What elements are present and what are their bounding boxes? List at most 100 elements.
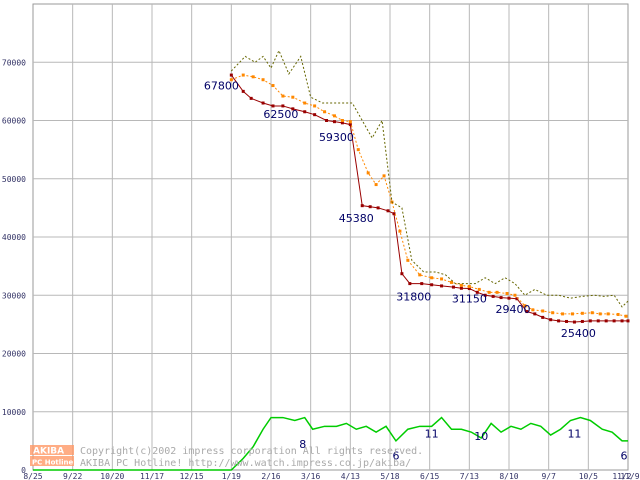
series-point-1 [271,84,275,88]
y-tick-label: 40000 [2,233,26,242]
series-point-0 [459,286,463,290]
series-point-0 [549,318,553,322]
series-point-0 [451,285,455,289]
series-point-0 [368,205,372,209]
y-tick-label: 60000 [2,117,26,126]
y-tick-label: 20000 [2,350,26,359]
series-point-0 [604,319,608,323]
series-point-0 [249,96,253,100]
series-point-0 [572,320,576,324]
series-point-1 [459,283,463,287]
data-labels: 67800 62500 59300 45380 31800 31150 29400 25400… [204,80,628,463]
series-point-0 [626,319,630,323]
series-point-0 [507,296,511,300]
series-point-0 [229,73,233,77]
data-label: 62500 [263,108,298,121]
series-point-1 [229,78,233,82]
series-point-1 [598,312,602,316]
series-point-0 [515,297,519,301]
series-point-1 [303,101,307,105]
series-point-0 [291,107,295,111]
series-point-1 [406,258,410,262]
series-point-1 [382,174,386,178]
series-point-1 [348,120,352,124]
x-tick-label: 11/17 [140,472,164,480]
series-point-0 [241,89,245,93]
x-tick-label: 11/2 [612,472,631,480]
series-point-1 [487,290,491,294]
series-point-0 [376,206,380,210]
data-label: 29400 [495,303,530,316]
data-label: 31800 [396,290,431,303]
data-label: 31150 [452,293,487,306]
series-point-1 [398,229,402,233]
x-axis-ticks: 8/25 9/22 10/20 11/17 12/15 1/19 2/16 3/16 4/13 5… [23,472,639,480]
series-point-0 [491,294,495,298]
x-tick-label: 7/13 [460,472,479,480]
series-point-0 [580,319,584,323]
grid [32,3,629,471]
series-point-1 [467,285,471,289]
y-tick-label: 10000 [2,408,26,417]
series-point-0 [348,123,352,127]
x-tick-label: 10/20 [100,472,124,480]
series-point-0 [430,283,434,287]
y-tick-label: 70000 [2,58,26,67]
series-point-1 [251,75,255,79]
series-point-1 [531,308,535,312]
x-tick-label: 5/18 [380,472,399,480]
x-tick-label: 3/16 [301,472,320,480]
x-tick-label: 8/10 [499,472,518,480]
series-point-0 [440,284,444,288]
series-point-1 [418,273,422,277]
watermark-logo: AKIBA PC Hotline! [30,445,76,467]
series-point-0 [360,204,364,208]
series-point-0 [281,104,285,108]
series-point-1 [241,73,245,77]
series-point-1 [513,293,517,297]
series-point-0 [533,312,537,316]
series-point-0 [565,319,569,323]
series-point-0 [340,121,344,125]
series-point-1 [281,94,285,98]
data-label: 11 [567,427,581,440]
series-point-0 [483,293,487,297]
logo-top-text: AKIBA [33,447,64,457]
series-point-1 [340,119,344,122]
series-point-0 [313,113,317,117]
series-point-1 [356,148,360,152]
series-point-1 [580,311,584,315]
x-tick-label: 6/15 [420,472,439,480]
series-point-1 [313,104,317,108]
x-tick-label: 1/19 [222,472,241,480]
series-point-0 [420,282,424,286]
series-point-0 [408,282,412,286]
series-point-0 [612,319,616,323]
series-point-1 [624,314,628,318]
series-point-1 [505,292,509,296]
series-point-1 [332,114,336,118]
data-label: 11 [425,427,439,440]
x-tick-label: 4/13 [341,472,360,480]
data-label: 45380 [339,212,374,225]
series-point-1 [323,110,327,114]
series-point-0 [596,319,600,323]
url-text: AKIBA PC Hotline! http://www.watch.impre… [80,458,411,469]
series-point-1 [495,290,499,294]
y-tick-label: 50000 [2,175,26,184]
series-point-0 [303,110,307,114]
data-label: 67800 [204,80,239,93]
logo-bottom-text: PC Hotline! [32,459,76,467]
series-point-0 [557,319,561,323]
data-label: 59300 [319,131,354,144]
data-label: 6 [621,449,628,462]
series-point-0 [386,209,390,213]
data-label: 10 [474,430,488,443]
series-point-1 [477,287,481,291]
x-tick-label: 2/16 [261,472,280,480]
x-tick-label: 12/15 [180,472,204,480]
data-label: 6 [392,449,399,462]
series-line-2 [230,49,629,308]
series-point-1 [440,277,444,281]
